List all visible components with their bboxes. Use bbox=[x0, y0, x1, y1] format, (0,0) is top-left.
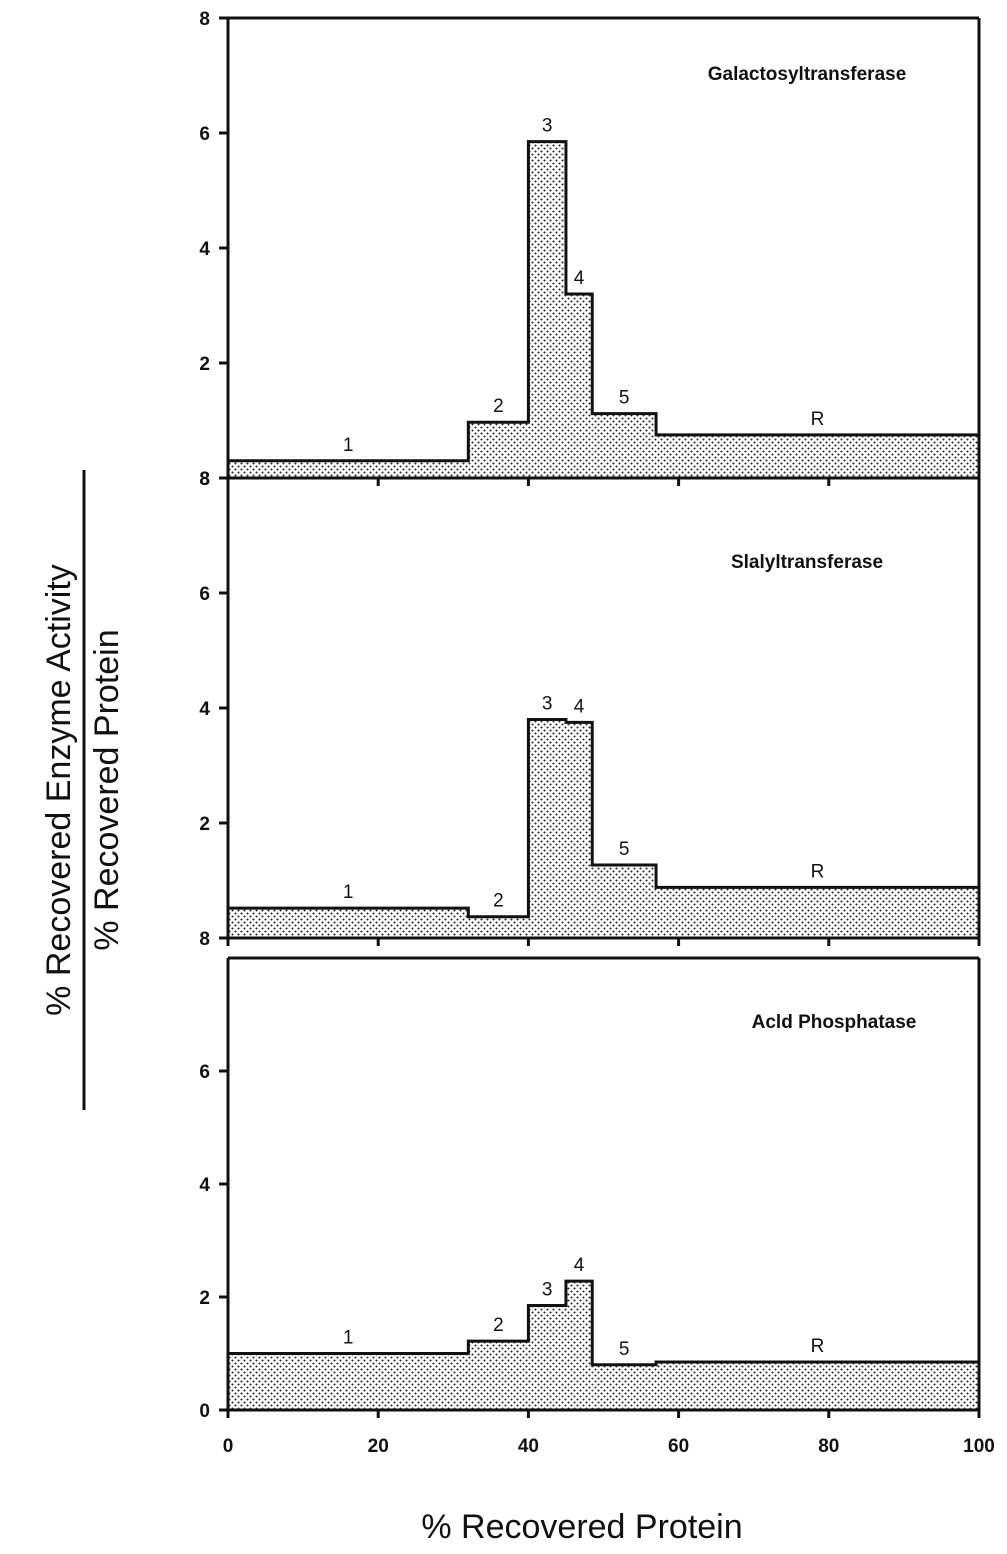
x-tick-label: 60 bbox=[668, 1436, 689, 1457]
fraction-label-3: 3 bbox=[542, 694, 553, 715]
y-tick-label: 2 bbox=[199, 354, 210, 375]
x-axis-title: % Recovered Protein bbox=[421, 1508, 742, 1546]
fraction-label-3: 3 bbox=[542, 1279, 553, 1300]
fraction-label-5: 5 bbox=[619, 839, 630, 860]
fraction-label-R: R bbox=[811, 861, 825, 882]
fraction-label-3: 3 bbox=[542, 116, 553, 137]
fraction-label-2: 2 bbox=[493, 1315, 504, 1336]
y-tick-label: 8 bbox=[199, 469, 210, 490]
bar-fraction-2 bbox=[468, 1341, 529, 1410]
fraction-label-5: 5 bbox=[619, 1339, 630, 1360]
y-tick-label: 6 bbox=[199, 1062, 210, 1083]
x-tick-label: 100 bbox=[963, 1436, 995, 1457]
bar-fraction-R bbox=[656, 434, 979, 478]
bar-fraction-1 bbox=[228, 460, 469, 478]
fraction-label-1: 1 bbox=[343, 435, 354, 456]
x-tick-label: 40 bbox=[518, 1436, 539, 1457]
bar-fraction-1 bbox=[228, 908, 469, 938]
bar-fraction-3 bbox=[528, 1305, 566, 1410]
y-tick-label: 4 bbox=[199, 239, 210, 260]
bar-fraction-R bbox=[656, 1361, 979, 1410]
bar-fraction-3 bbox=[528, 719, 566, 938]
bar-outline bbox=[226, 1279, 981, 1410]
fraction-label-4: 4 bbox=[574, 1255, 585, 1276]
y-axis-title-denominator: % Recovered Protein bbox=[88, 629, 126, 950]
fraction-label-R: R bbox=[811, 1336, 825, 1357]
bar-fraction-R bbox=[656, 887, 979, 938]
y-tick-label: 2 bbox=[199, 814, 210, 835]
panel-1: 1 2 3 4 5 R 8 6 4 2 8 Galactosyltransferase bbox=[199, 9, 981, 490]
bar-fraction-1 bbox=[228, 1353, 469, 1410]
y-tick-label: 6 bbox=[199, 124, 210, 145]
y-tick-label: 8 bbox=[199, 929, 210, 950]
bar-fraction-2 bbox=[468, 916, 529, 938]
y-tick-label: 8 bbox=[199, 469, 210, 490]
bar-fraction-5 bbox=[592, 864, 657, 938]
fraction-label-1: 1 bbox=[343, 882, 354, 903]
panel-title: Acld Phosphatase bbox=[752, 1012, 917, 1033]
y-tick-label: 8 bbox=[199, 9, 210, 30]
y-tick-label: 0 bbox=[199, 1401, 210, 1422]
y-tick-label: 2 bbox=[199, 1288, 210, 1309]
bar-outline bbox=[226, 718, 981, 938]
fraction-label-5: 5 bbox=[619, 388, 630, 409]
x-axis: 0 20 40 60 80 100 bbox=[223, 1436, 995, 1457]
fraction-label-R: R bbox=[811, 409, 825, 430]
fraction-label-2: 2 bbox=[493, 891, 504, 912]
x-tick-label: 20 bbox=[368, 1436, 389, 1457]
panel-title: Slalyltransferase bbox=[731, 552, 883, 573]
bar-fraction-4 bbox=[565, 1281, 593, 1410]
x-tick-label: 80 bbox=[818, 1436, 839, 1457]
y-axis-title-numerator: % Recovered Enzyme Activity bbox=[40, 564, 78, 1016]
y-tick-label: 4 bbox=[199, 1175, 210, 1196]
bar-fraction-5 bbox=[592, 1364, 657, 1410]
fraction-label-2: 2 bbox=[493, 396, 504, 417]
fraction-label-1: 1 bbox=[343, 1328, 354, 1349]
fraction-label-4: 4 bbox=[574, 268, 585, 289]
panel-title: Galactosyltransferase bbox=[708, 64, 907, 85]
y-tick-label: 6 bbox=[199, 584, 210, 605]
bar-outline bbox=[226, 140, 981, 478]
fraction-label-4: 4 bbox=[574, 696, 585, 717]
bar-fraction-5 bbox=[592, 413, 657, 478]
bar-fraction-2 bbox=[468, 422, 529, 478]
x-tick-label: 0 bbox=[223, 1436, 234, 1457]
bar-fraction-4 bbox=[565, 294, 593, 478]
bar-fraction-4 bbox=[565, 722, 593, 938]
y-axis-title: % Recovered Enzyme Activity % Recovered … bbox=[40, 470, 126, 1110]
bar-fraction-3 bbox=[528, 141, 566, 478]
y-tick-label: 4 bbox=[199, 699, 210, 720]
